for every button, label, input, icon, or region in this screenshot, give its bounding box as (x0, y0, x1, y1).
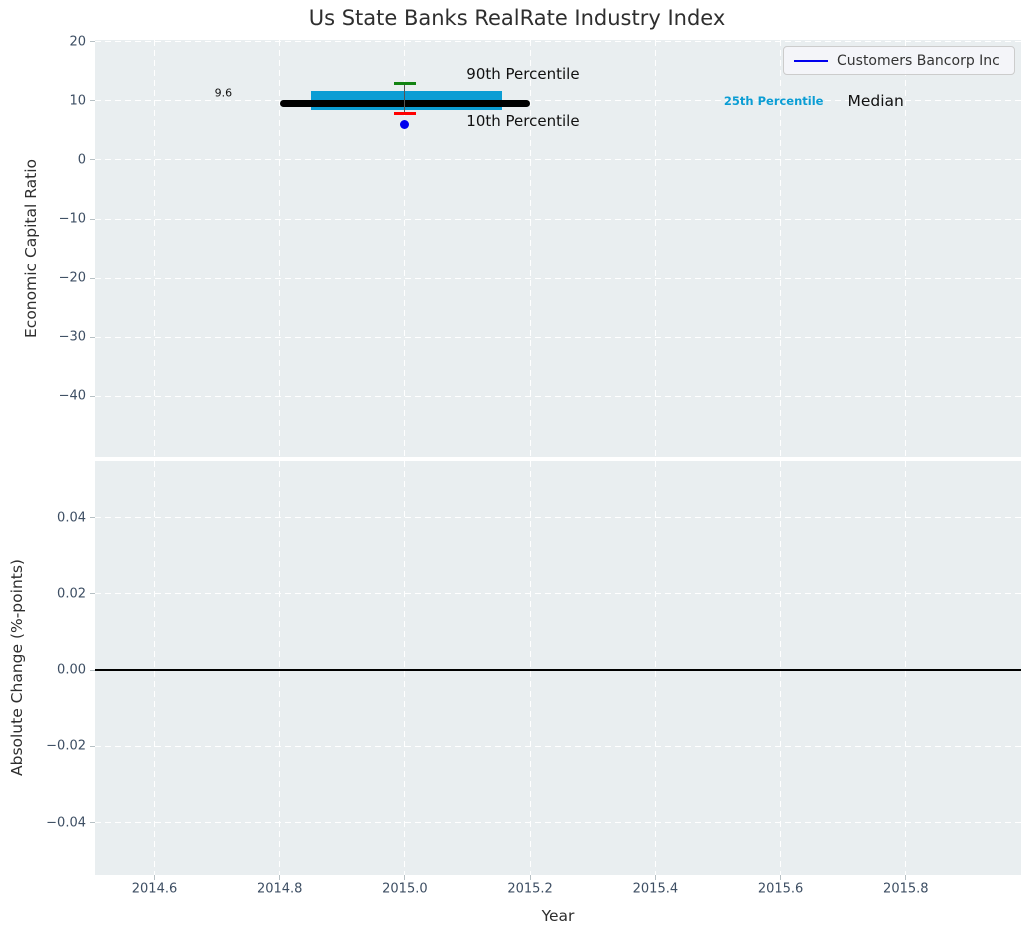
gridline-horizontal (95, 41, 1021, 43)
bottom-y-tick-mark (90, 669, 95, 671)
top-y-tick-mark (90, 277, 95, 279)
x-tick-label: 2014.8 (256, 881, 303, 897)
x-tick-label: 2015.0 (382, 881, 428, 897)
top-y-tick-label: 10 (69, 93, 86, 109)
gridline-vertical (654, 40, 656, 457)
gridline-vertical (905, 40, 907, 457)
gridline-vertical (654, 461, 656, 875)
top-y-tick-label: 0 (77, 152, 86, 168)
gridline-vertical (404, 40, 406, 457)
legend-line-sample-icon (794, 59, 828, 62)
gridline-horizontal (95, 218, 1021, 220)
bottom-y-tick-label: 0.00 (57, 662, 86, 678)
gridline-vertical (154, 461, 155, 875)
x-tick-mark (654, 875, 656, 880)
bottom-y-tick-label: 0.02 (57, 586, 86, 602)
bottom-y-tick-label: 0.04 (57, 510, 86, 525)
annotation-90th-percentile: 90th Percentile (466, 64, 580, 83)
company-data-point (400, 120, 410, 129)
gridline-vertical (780, 461, 782, 875)
bottom-y-tick-label: −0.02 (46, 738, 86, 754)
p90-cap (394, 81, 416, 85)
x-tick-label: 2015.4 (632, 881, 679, 897)
x-tick-mark (905, 875, 907, 880)
gridline-horizontal (95, 593, 1021, 595)
top-y-tick-mark (90, 336, 95, 338)
annotation-9-6: 9.6 (214, 86, 233, 100)
top-y-tick-mark (90, 100, 95, 102)
annotation-25th-percentile: 25th Percentile (723, 93, 824, 108)
gridline-vertical (905, 461, 907, 875)
x-tick-label: 2015.2 (507, 881, 553, 897)
top-axes-panel (95, 40, 1021, 457)
gridline-horizontal (95, 395, 1021, 397)
legend-label: Customers Bancorp Inc (837, 52, 1000, 69)
top-y-tick-mark (90, 159, 95, 161)
top-y-tick-mark (90, 41, 95, 43)
gridline-vertical (529, 461, 531, 875)
bottom-y-tick-mark (90, 745, 95, 747)
x-tick-mark (279, 875, 281, 880)
x-tick-mark (780, 875, 782, 880)
top-y-tick-mark (90, 218, 95, 220)
gridline-horizontal (95, 159, 1021, 161)
bottom-y-tick-mark (90, 593, 95, 595)
top-y-axis-label: Economic Capital Ratio (22, 158, 40, 339)
gridline-horizontal (95, 336, 1021, 338)
top-y-tick-label: −30 (58, 329, 86, 345)
x-tick-label: 2015.6 (757, 881, 804, 897)
gridline-vertical (279, 40, 281, 457)
gridline-horizontal (95, 745, 1021, 747)
gridline-vertical (780, 40, 782, 457)
bottom-axes-panel (95, 461, 1021, 875)
annotation-10th-percentile: 10th Percentile (466, 111, 580, 130)
bottom-y-tick-mark (90, 517, 95, 518)
gridline-horizontal (95, 100, 1021, 102)
zero-line (95, 669, 1021, 672)
top-y-tick-mark (90, 395, 95, 397)
bottom-y-axis-label: Absolute Change (%-points) (8, 559, 26, 777)
bottom-y-tick-mark (90, 822, 95, 824)
x-tick-mark (529, 875, 531, 880)
x-tick-label: 2014.6 (131, 881, 178, 897)
gridline-horizontal (95, 822, 1021, 824)
gridline-horizontal (95, 517, 1021, 518)
gridline-vertical (404, 461, 406, 875)
x-tick-mark (404, 875, 406, 880)
bottom-y-tick-label: −0.04 (46, 815, 86, 831)
x-tick-mark (154, 875, 155, 880)
top-y-tick-label: −10 (58, 211, 86, 227)
top-y-tick-label: 20 (69, 34, 86, 50)
top-y-tick-label: −20 (58, 270, 86, 286)
gridline-vertical (154, 40, 155, 457)
x-tick-label: 2015.8 (883, 881, 929, 897)
chart-title: Us State Banks RealRate Industry Index (308, 6, 726, 30)
legend: Customers Bancorp Inc (783, 46, 1015, 75)
p10-cap (394, 111, 416, 115)
top-y-tick-label: −40 (58, 388, 86, 404)
annotation-median: Median (847, 92, 904, 111)
gridline-vertical (529, 40, 531, 457)
x-axis-label: Year (541, 907, 575, 925)
gridline-vertical (279, 461, 281, 875)
gridline-horizontal (95, 277, 1021, 279)
percentile-whisker (404, 83, 406, 114)
